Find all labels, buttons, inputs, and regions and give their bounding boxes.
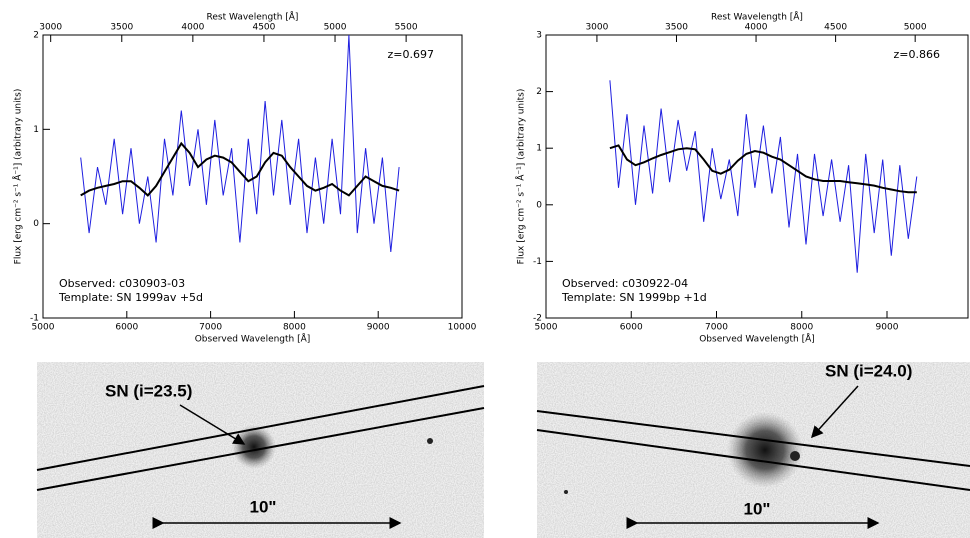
x2-tick-label: 3500: [665, 23, 688, 33]
x-tick-label: 9000: [367, 323, 390, 333]
y-tick-label: 1: [33, 125, 39, 135]
legend-entry: Observed: c030922-04: [562, 277, 688, 290]
annotation: z=0.866: [894, 48, 940, 61]
annotation: z=0.697: [388, 48, 434, 61]
plot-frame: [545, 34, 969, 319]
x-tick-label: 5000: [32, 323, 55, 333]
y-tick-label: -2: [533, 314, 542, 324]
x2-tick-label: 4500: [252, 23, 275, 33]
x-tick-label: 8000: [790, 323, 813, 333]
x2-tick-label: 4000: [745, 23, 768, 33]
x-tick-label: 5000: [535, 323, 558, 333]
x-tick-label: 6000: [620, 323, 643, 333]
x-tick-label: 10000: [448, 323, 477, 333]
series-line: [80, 34, 400, 253]
y-tick-label: 2: [33, 31, 39, 41]
x2-tick-label: 5500: [395, 23, 418, 33]
y-tick-label: 0: [33, 219, 39, 229]
image-panel: [36, 362, 485, 538]
scale-label: 10": [250, 497, 277, 516]
x-tick-label: 9000: [876, 323, 899, 333]
legend-entry: Template: SN 1999av +5d: [58, 291, 203, 304]
scale-label: 10": [744, 499, 771, 518]
legend-entry: Observed: c030903-03: [59, 277, 185, 290]
x-axis-label: Observed Wavelength [Å]: [699, 333, 815, 345]
y-tick-label: -1: [30, 314, 39, 324]
series-line: [609, 144, 917, 194]
y-tick-label: 1: [536, 144, 542, 154]
y-tick-label: 2: [536, 87, 542, 97]
image-panel: [536, 362, 970, 538]
x2-tick-label: 3500: [110, 23, 133, 33]
series-line: [80, 141, 400, 197]
x-tick-label: 7000: [705, 323, 728, 333]
plot-frame: [42, 34, 463, 319]
x-tick-label: 6000: [115, 323, 138, 333]
x2-tick-label: 4500: [824, 23, 847, 33]
y-axis-label: Flux [erg cm⁻² s⁻¹ Å⁻¹] (arbitrary units…: [12, 89, 24, 265]
x2-tick-label: 5000: [904, 23, 927, 33]
x2-tick-label: 4000: [181, 23, 204, 33]
y-axis-label: Flux [erg cm⁻² s⁻¹ Å⁻¹] (arbitrary units…: [515, 89, 527, 265]
x2-axis-label: Rest Wavelength [Å]: [207, 11, 299, 23]
series-line: [609, 80, 918, 273]
x2-tick-label: 5000: [324, 23, 347, 33]
x-axis-label: Observed Wavelength [Å]: [195, 333, 311, 345]
x2-tick-label: 3000: [39, 23, 62, 33]
y-tick-label: -1: [533, 257, 542, 267]
x-tick-label: 8000: [283, 323, 306, 333]
x2-tick-label: 3000: [585, 23, 608, 33]
sn-label: SN (i=24.0): [825, 361, 912, 380]
legend-entry: Template: SN 1999bp +1d: [561, 291, 707, 304]
sn-label: SN (i=23.5): [105, 381, 192, 400]
x-tick-label: 7000: [199, 323, 222, 333]
y-tick-label: 0: [536, 200, 542, 210]
x2-axis-label: Rest Wavelength [Å]: [711, 11, 803, 23]
y-tick-label: 3: [536, 31, 542, 41]
